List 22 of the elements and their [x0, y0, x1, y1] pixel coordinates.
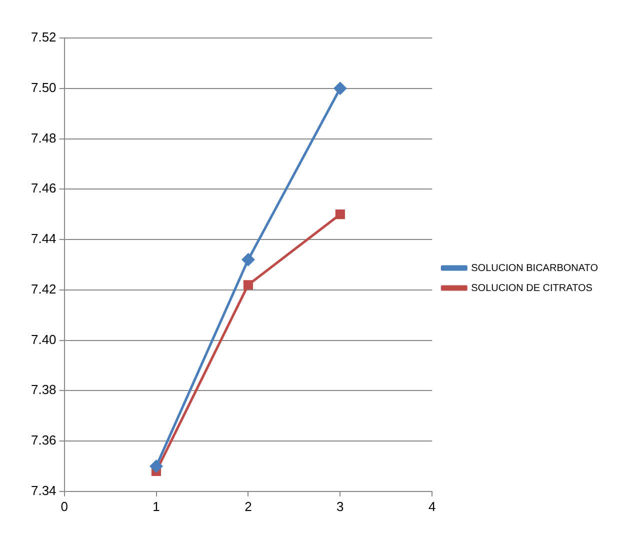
y-tick-label: 7.34 — [30, 482, 56, 498]
point — [335, 210, 345, 220]
y-tick-label: 7.36 — [30, 432, 56, 448]
point — [334, 82, 346, 95]
x-tick-label: 1 — [152, 498, 160, 514]
point — [242, 253, 254, 266]
point — [243, 280, 253, 290]
y-tick-label: 7.42 — [30, 281, 56, 296]
y-tick-label: 7.50 — [30, 80, 56, 95]
y-tick-label: 7.44 — [30, 231, 56, 246]
y-tick-label: 7.46 — [30, 180, 56, 196]
y-tick-label: 7.52 — [30, 30, 56, 45]
x-tick-label: 4 — [428, 498, 436, 514]
legend-label: SOLUCION DE CITRATOS — [471, 282, 593, 294]
y-tick-label: 7.38 — [30, 382, 56, 398]
y-tick-label: 7.48 — [30, 130, 56, 146]
x-tick-label: 2 — [244, 498, 252, 514]
legend-label: SOLUCION BICARBONATO — [471, 262, 598, 274]
point — [150, 460, 163, 472]
x-tick-label: 3 — [336, 498, 344, 514]
x-tick-label: 0 — [60, 498, 68, 514]
y-tick-label: 7.40 — [30, 332, 56, 347]
